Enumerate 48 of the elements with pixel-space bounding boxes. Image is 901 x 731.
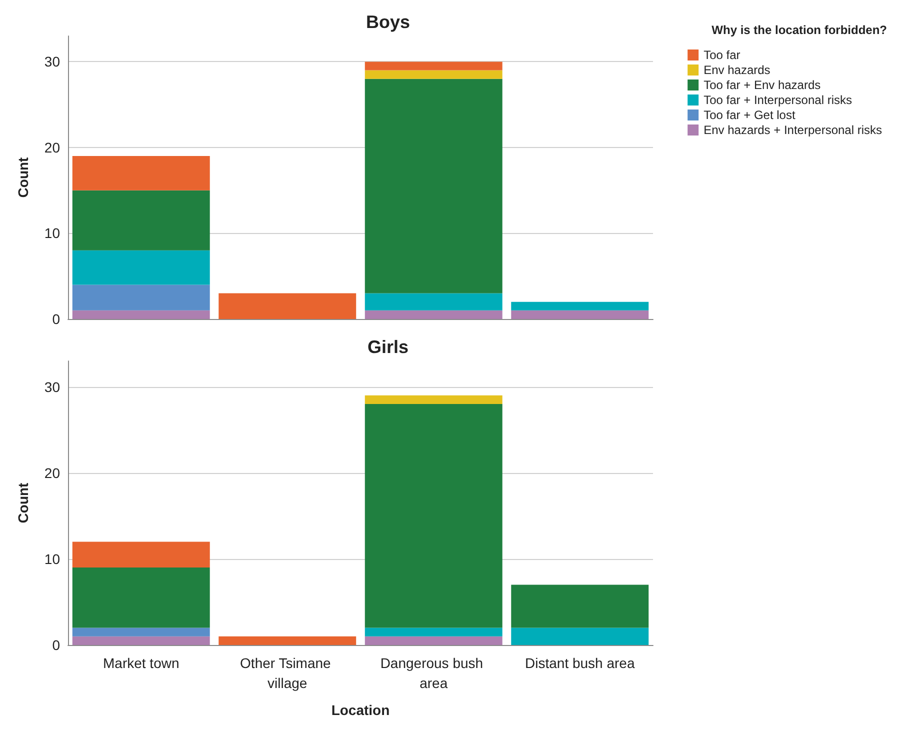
bar — [364, 628, 502, 636]
y-axis-title: Count — [15, 482, 31, 524]
bar — [364, 310, 502, 319]
legend-label: Too far + Get lost — [704, 108, 796, 122]
bar — [218, 293, 356, 319]
y-tick-label: 30 — [44, 378, 60, 395]
bar — [218, 636, 356, 645]
legend-label: Too far + Interpersonal risks — [704, 93, 852, 107]
bar — [72, 250, 210, 285]
bar — [72, 310, 210, 319]
bar — [364, 404, 502, 628]
y-tick-label: 0 — [52, 311, 60, 327]
bar — [72, 568, 210, 628]
bar — [511, 310, 649, 319]
y-tick-label: 10 — [44, 225, 60, 242]
bar — [511, 584, 649, 628]
x-tick-label: Market town — [103, 655, 180, 671]
bar — [364, 636, 502, 645]
y-axis-title: Count — [15, 156, 31, 198]
bar — [511, 628, 649, 645]
y-tick-label: 0 — [52, 637, 60, 653]
bar — [72, 542, 210, 568]
legend-label: Too far + Env hazards — [704, 78, 821, 92]
x-tick-label: Other Tsimane village — [240, 655, 335, 691]
bar — [364, 70, 502, 79]
bar — [72, 190, 210, 250]
y-tick-label: 10 — [44, 550, 60, 567]
y-tick-label: 30 — [44, 54, 60, 70]
y-tick-label: 20 — [44, 139, 60, 156]
bar — [364, 62, 502, 70]
chart-title: Boys — [366, 12, 410, 32]
bar — [72, 284, 210, 310]
legend-label: Env hazards + Interpersonal risks — [704, 123, 882, 137]
bar — [72, 636, 210, 645]
bar — [72, 628, 210, 636]
chart-title: Girls — [367, 337, 409, 357]
x-tick-label: Dangerous bush area — [380, 655, 487, 691]
y-tick-label: 20 — [44, 464, 60, 481]
legend-title: Why is the location forbidden? — [712, 23, 888, 37]
bar — [364, 395, 502, 404]
legend-label: Too far — [704, 48, 740, 62]
x-axis-title: Location — [331, 702, 390, 718]
x-tick-label: Distant bush area — [525, 655, 635, 671]
bar — [72, 156, 210, 190]
bar — [364, 78, 502, 294]
bar — [364, 293, 502, 310]
bar — [511, 302, 649, 310]
legend-label: Env hazards — [704, 63, 770, 77]
